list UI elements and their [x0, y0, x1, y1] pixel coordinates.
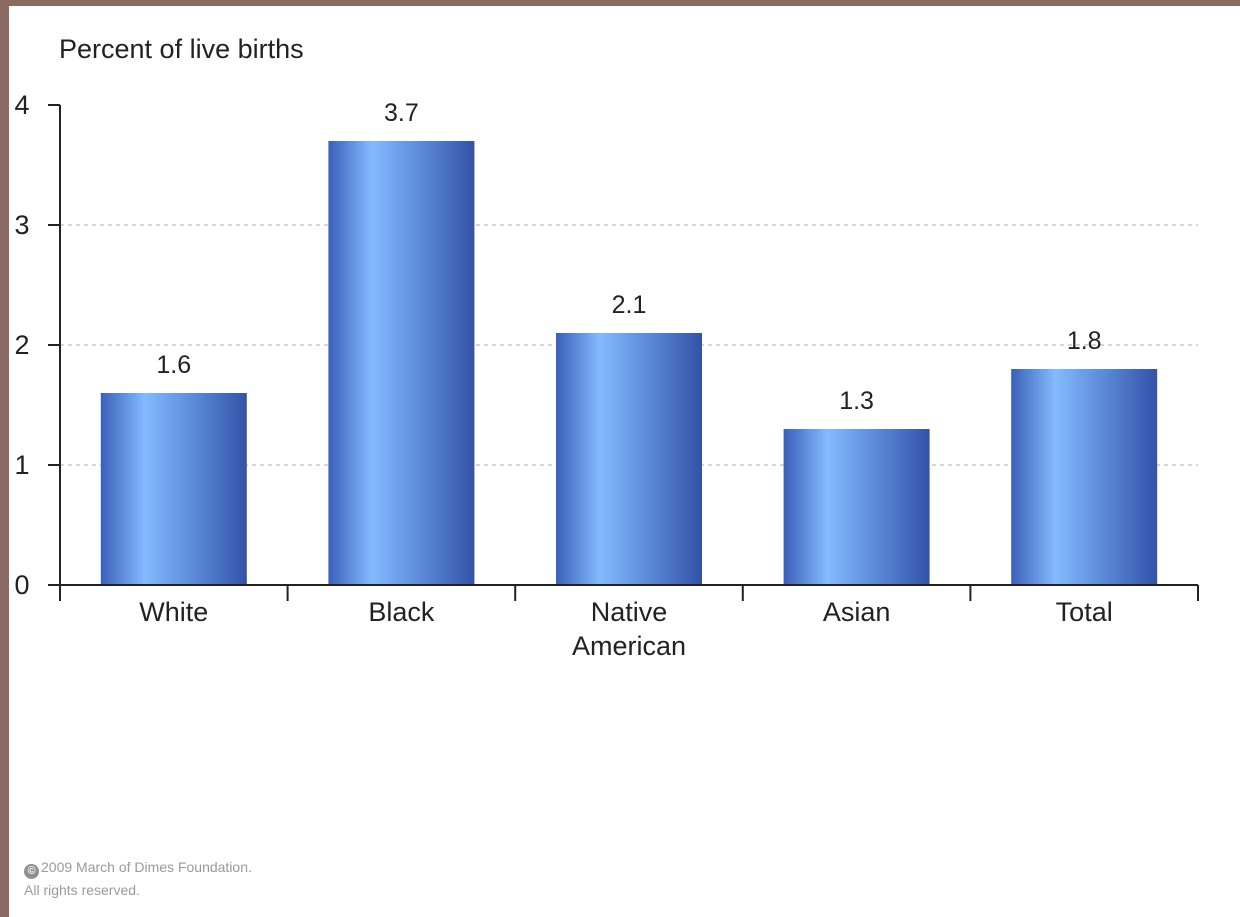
y-axis-label: Percent of live births	[59, 34, 304, 64]
data-label: 2.1	[612, 291, 647, 319]
data-label: 1.3	[839, 387, 874, 415]
x-tick-label: Black	[368, 597, 435, 627]
copyright-text: 2009 March of Dimes Foundation.	[41, 859, 252, 875]
copyright-icon: ©	[24, 864, 39, 879]
frame-border-top	[0, 0, 1240, 6]
y-tick-label: 4	[14, 90, 29, 120]
x-tick-label: Native	[591, 597, 668, 627]
x-tick-label: Asian	[823, 597, 891, 627]
bar	[100, 393, 247, 585]
data-label: 3.7	[384, 99, 419, 127]
y-tick-label: 2	[14, 330, 29, 360]
bar	[556, 333, 702, 585]
data-label: 1.6	[156, 351, 191, 379]
frame-border-left	[0, 0, 9, 917]
bar	[1011, 369, 1158, 585]
y-tick-label: 3	[14, 210, 29, 240]
copyright-line-2: All rights reserved.	[24, 882, 140, 898]
x-tick-label: White	[139, 597, 208, 627]
bar	[328, 141, 475, 585]
y-tick-label: 0	[14, 570, 29, 600]
copyright-line-1: © 2009 March of Dimes Foundation.	[24, 856, 252, 879]
copyright-footer: © 2009 March of Dimes Foundation. All rig…	[24, 856, 252, 901]
y-tick-label: 1	[14, 450, 29, 480]
x-tick-label: Total	[1056, 597, 1113, 627]
data-label: 1.8	[1067, 327, 1102, 355]
bar	[783, 429, 930, 585]
x-tick-label: American	[572, 631, 686, 661]
